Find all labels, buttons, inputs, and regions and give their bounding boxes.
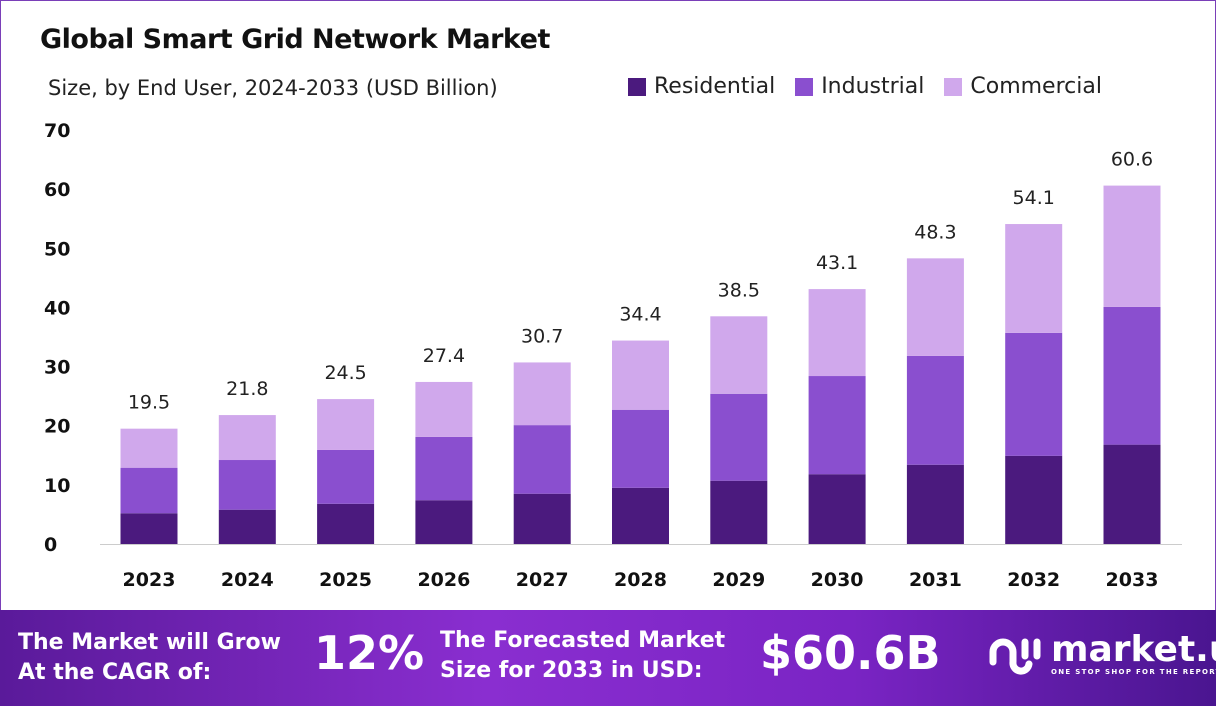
forecast-label-line: Size for 2033 in USD: (440, 658, 703, 683)
logo-tagline: ONE STOP SHOP FOR THE REPORTS (1051, 668, 1216, 676)
x-tick-label: 2027 (516, 569, 569, 591)
y-tick-label: 70 (44, 120, 70, 142)
bar-segment-commercial-2033 (1103, 185, 1161, 307)
bar-segment-commercial-2024 (218, 415, 276, 461)
bar-segment-residential-2033 (1103, 444, 1161, 544)
bar-segment-industrial-2025 (317, 449, 375, 504)
logo-text: market.us (1051, 629, 1216, 670)
x-tick-label: 2025 (319, 569, 372, 591)
cagr-label: The Market will Grow At the CAGR of: (18, 628, 281, 688)
logo-icon (989, 638, 1041, 675)
legend-swatch (944, 77, 963, 96)
bar-segment-commercial-2028 (612, 340, 669, 410)
bar-segment-industrial-2029 (710, 393, 768, 481)
bar-segment-residential-2028 (612, 487, 669, 544)
x-tick-label: 2028 (614, 569, 667, 591)
x-tick-label: 2026 (417, 569, 470, 591)
y-tick-label: 50 (44, 238, 70, 260)
cagr-label-line: At the CAGR of: (18, 660, 212, 685)
data-label-2025: 24.5 (324, 362, 366, 384)
x-tick-label: 2029 (712, 569, 765, 591)
bar-segment-residential-2024 (218, 509, 276, 544)
y-tick-label: 30 (44, 357, 70, 379)
bar-segment-industrial-2030 (808, 376, 866, 475)
data-label-2033: 60.6 (1111, 149, 1153, 171)
y-tick-label: 0 (44, 534, 57, 556)
x-tick-label: 2032 (1007, 569, 1060, 591)
cagr-value: 12% (314, 626, 425, 680)
bar-segment-residential-2026 (415, 500, 473, 544)
data-label-2031: 48.3 (914, 221, 956, 243)
bar-segment-industrial-2027 (513, 425, 571, 494)
data-label-2024: 21.8 (226, 378, 268, 400)
legend-label: Commercial (970, 74, 1102, 99)
chart-subtitle: Size, by End User, 2024-2033 (USD Billio… (48, 76, 498, 100)
legend-item-residential: Residential (628, 74, 775, 99)
bar-segment-commercial-2032 (1005, 224, 1063, 333)
bar-segment-residential-2031 (906, 464, 964, 544)
bar-segment-commercial-2029 (710, 316, 768, 394)
footer-banner: The Market will Grow At the CAGR of: 12% … (0, 610, 1216, 706)
legend-label: Industrial (821, 74, 925, 99)
bar-segment-industrial-2026 (415, 436, 473, 501)
data-label-2029: 38.5 (718, 279, 760, 301)
data-label-2027: 30.7 (521, 325, 563, 347)
forecast-label-line: The Forecasted Market (440, 628, 726, 653)
x-tick-label: 2033 (1106, 569, 1159, 591)
x-tick-label: 2031 (909, 569, 962, 591)
legend-label: Residential (654, 74, 776, 99)
cagr-label-line: The Market will Grow (18, 630, 281, 655)
bar-segment-commercial-2025 (317, 399, 375, 450)
bar-segment-commercial-2031 (906, 258, 964, 356)
data-label-2032: 54.1 (1013, 187, 1055, 209)
legend: Residential Industrial Commercial (628, 74, 1102, 99)
legend-item-industrial: Industrial (795, 74, 924, 99)
bar-segment-residential-2023 (120, 513, 178, 544)
data-label-2026: 27.4 (423, 345, 465, 367)
data-label-2023: 19.5 (128, 392, 170, 414)
bar-segment-commercial-2026 (415, 381, 473, 437)
legend-swatch (628, 77, 646, 96)
y-tick-label: 40 (44, 297, 70, 319)
bar-segment-industrial-2024 (218, 460, 276, 510)
chart-title: Global Smart Grid Network Market (40, 24, 550, 55)
bar-segment-residential-2025 (317, 503, 375, 544)
bar-segment-residential-2029 (710, 480, 768, 544)
legend-swatch (795, 77, 814, 96)
x-tick-label: 2030 (811, 569, 864, 591)
forecast-value: $60.6B (760, 626, 941, 680)
stacked-bar-chart: 01020304050607019.5202321.8202424.520252… (44, 120, 1182, 591)
data-label-2028: 34.4 (619, 304, 661, 326)
forecast-label: The Forecasted Market Size for 2033 in US… (440, 626, 725, 686)
y-tick-label: 60 (44, 179, 70, 201)
bar-segment-residential-2030 (808, 474, 866, 544)
bar-segment-commercial-2030 (808, 289, 866, 377)
bar-segment-residential-2027 (513, 493, 571, 544)
x-tick-label: 2024 (221, 569, 274, 591)
x-tick-label: 2023 (123, 569, 176, 591)
bar-segment-industrial-2031 (906, 355, 964, 465)
bar-segment-commercial-2027 (513, 362, 571, 426)
bar-segment-residential-2032 (1005, 455, 1063, 544)
market-us-logo: market.usONE STOP SHOP FOR THE REPORTS (985, 632, 1216, 676)
data-label-2030: 43.1 (816, 252, 858, 274)
bar-segment-industrial-2023 (120, 467, 178, 514)
bar-segment-commercial-2023 (120, 428, 178, 468)
bar-segment-industrial-2033 (1103, 306, 1161, 445)
y-tick-label: 20 (44, 416, 70, 438)
legend-item-commercial: Commercial (944, 74, 1102, 99)
bar-segment-industrial-2028 (612, 409, 669, 488)
y-tick-label: 10 (44, 475, 70, 497)
bar-segment-industrial-2032 (1005, 332, 1063, 456)
